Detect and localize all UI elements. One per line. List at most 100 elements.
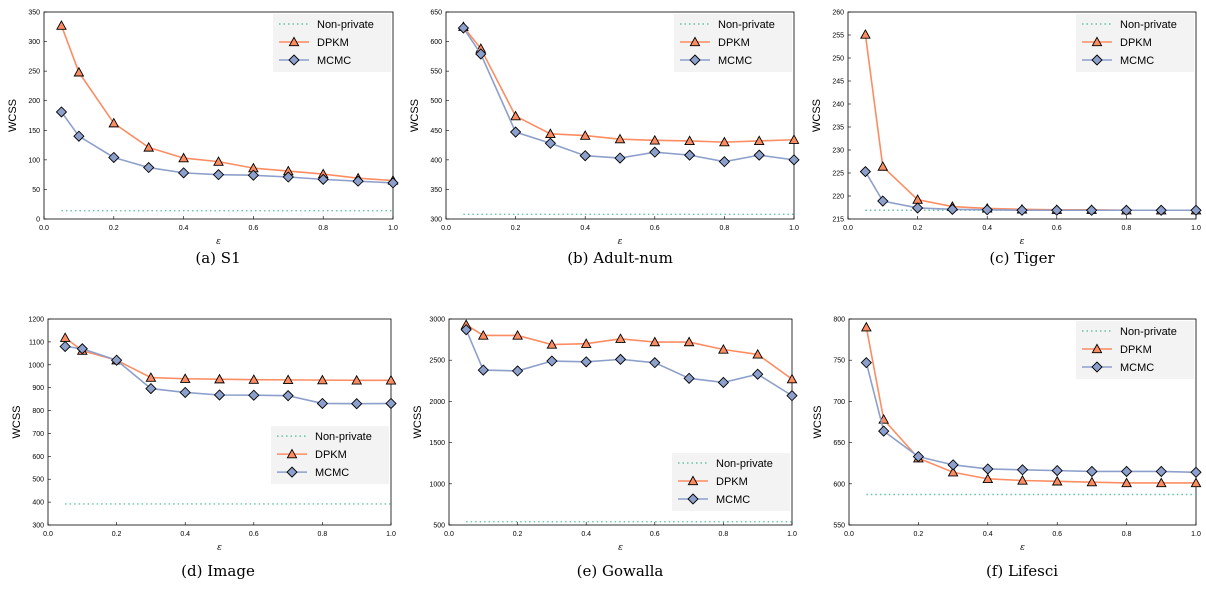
mcmc-point bbox=[1155, 465, 1167, 478]
dpkm-point bbox=[59, 332, 71, 342]
chart-panel-4: 0.0 0.2 0.4 0.6 0.8 1.0 300 400 500 600 700 800 900 1… bbox=[11, 317, 397, 580]
mcmc-point bbox=[981, 204, 993, 216]
y-tick-label: 800 bbox=[32, 408, 44, 415]
x-tick-label: 1.0 bbox=[386, 531, 396, 538]
x-tick-label: 0.8 bbox=[318, 225, 328, 232]
x-tick-label: 0.8 bbox=[1122, 225, 1132, 232]
legend-label-dpkm: DPKM bbox=[1120, 344, 1152, 356]
mcmc-point bbox=[786, 389, 798, 402]
mcmc-point bbox=[145, 382, 157, 395]
dpkm-point bbox=[615, 333, 626, 343]
x-tick-label: 0.4 bbox=[180, 531, 190, 538]
dpkm-point bbox=[982, 473, 994, 483]
dpkm-point bbox=[145, 372, 157, 382]
x-tick-label: 0.0 bbox=[844, 531, 854, 538]
dpkm-point bbox=[860, 321, 872, 332]
y-axis-label: WCSS bbox=[409, 99, 421, 132]
mcmc-point bbox=[860, 357, 872, 369]
dpkm-point bbox=[1017, 474, 1028, 485]
y-tick-label: 300 bbox=[28, 39, 40, 46]
y-tick-label: 245 bbox=[832, 79, 844, 86]
x-tick-label: 0.4 bbox=[179, 225, 189, 232]
plot-area-frame bbox=[448, 318, 793, 526]
legend-label-non-private: Non-private bbox=[317, 19, 374, 31]
mcmc-point bbox=[351, 398, 363, 410]
legend-label-mcmc: MCMC bbox=[317, 55, 351, 67]
legend: Non-private DPKM MCMC bbox=[1076, 14, 1194, 72]
dpkm-point bbox=[786, 373, 798, 384]
mcmc-point bbox=[1155, 204, 1167, 216]
mcmc-point bbox=[752, 368, 764, 380]
mcmc-point bbox=[947, 459, 959, 471]
mcmc-point bbox=[649, 357, 661, 369]
legend: Non-private DPKM MCMC bbox=[273, 14, 391, 72]
mcmc-point bbox=[1190, 466, 1202, 478]
y-tick-label: 600 bbox=[833, 481, 845, 488]
chart-panel-6: 0.0 0.2 0.4 0.6 0.8 1.0 550 600 650 700 750 800 WCSS… bbox=[812, 317, 1202, 580]
legend: Non-private DPKM MCMC bbox=[674, 14, 792, 72]
mcmc-point bbox=[718, 155, 731, 168]
x-tick-label: 0.6 bbox=[650, 225, 660, 232]
dpkm-point bbox=[788, 134, 800, 144]
mcmc-point bbox=[1085, 204, 1098, 216]
y-tick-label: 300 bbox=[32, 523, 44, 530]
y-tick-label: 350 bbox=[28, 10, 40, 17]
mcmc-point bbox=[614, 353, 627, 366]
legend: Non-private DPKM MCMC bbox=[271, 426, 389, 485]
x-tick-label: 0.2 bbox=[511, 225, 521, 232]
mcmc-point bbox=[316, 397, 329, 410]
mcmc-point bbox=[580, 356, 592, 368]
legend-marker-dpkm bbox=[1091, 36, 1103, 47]
y-tick-label: 550 bbox=[430, 69, 442, 76]
legend-label-dpkm: DPKM bbox=[718, 37, 750, 49]
x-axis-label: ε bbox=[217, 543, 222, 553]
x-axis-label: ε bbox=[1020, 543, 1025, 553]
mcmc-point bbox=[544, 137, 557, 149]
y-tick-label: 2000 bbox=[429, 399, 445, 406]
y-tick-label: 300 bbox=[430, 217, 442, 224]
legend-marker-mcmc bbox=[288, 54, 300, 66]
x-tick-label: 0.6 bbox=[1052, 531, 1062, 538]
mcmc-point bbox=[248, 389, 260, 401]
y-axis-label: WCSS bbox=[7, 99, 19, 132]
x-tick-label: 0.6 bbox=[1052, 225, 1062, 232]
y-tick-label: 0 bbox=[36, 217, 40, 224]
mcmc-point bbox=[614, 152, 626, 164]
x-tick-label: 0.8 bbox=[719, 531, 729, 538]
legend-marker-mcmc bbox=[689, 54, 701, 66]
dpkm-point bbox=[248, 374, 260, 384]
dpkm-point bbox=[351, 374, 363, 385]
x-tick-label: 0.8 bbox=[720, 225, 730, 232]
subfigure-caption: (b) Adult-num bbox=[567, 249, 673, 267]
mcmc-point bbox=[1120, 465, 1133, 478]
mcmc-point bbox=[213, 389, 226, 401]
x-tick-label: 0.4 bbox=[581, 531, 591, 538]
legend-label-dpkm: DPKM bbox=[317, 37, 349, 49]
y-tick-label: 500 bbox=[32, 477, 44, 484]
y-axis-label: WCSS bbox=[812, 406, 824, 439]
mcmc-point bbox=[73, 130, 85, 142]
legend: Non-private DPKM MCMC bbox=[672, 453, 790, 511]
legend-label-mcmc: MCMC bbox=[1120, 55, 1154, 67]
x-tick-label: 0.2 bbox=[109, 225, 119, 232]
legend-label-non-private: Non-private bbox=[1120, 326, 1177, 338]
mcmc-point bbox=[753, 149, 765, 161]
chart-panel-2: 0.0 0.2 0.4 0.6 0.8 1.0 300 350 400 450 500 550 600 6… bbox=[409, 10, 800, 267]
y-tick-label: 260 bbox=[832, 10, 844, 17]
y-tick-label: 2500 bbox=[429, 358, 445, 365]
dpkm-point bbox=[512, 329, 523, 340]
mcmc-point bbox=[1190, 204, 1202, 216]
subfigure-caption: (a) S1 bbox=[195, 249, 240, 267]
x-axis-label: ε bbox=[618, 237, 623, 247]
dpkm-point bbox=[1086, 476, 1098, 487]
mcmc-point bbox=[683, 149, 696, 161]
y-tick-label: 150 bbox=[28, 128, 40, 135]
y-tick-label: 255 bbox=[832, 33, 844, 40]
legend-label-dpkm: DPKM bbox=[315, 449, 347, 461]
mcmc-point bbox=[1086, 465, 1098, 478]
x-tick-label: 0.2 bbox=[112, 531, 122, 538]
y-tick-label: 600 bbox=[430, 39, 442, 46]
plot-area-frame bbox=[848, 318, 1197, 526]
dpkm-point bbox=[73, 66, 85, 77]
